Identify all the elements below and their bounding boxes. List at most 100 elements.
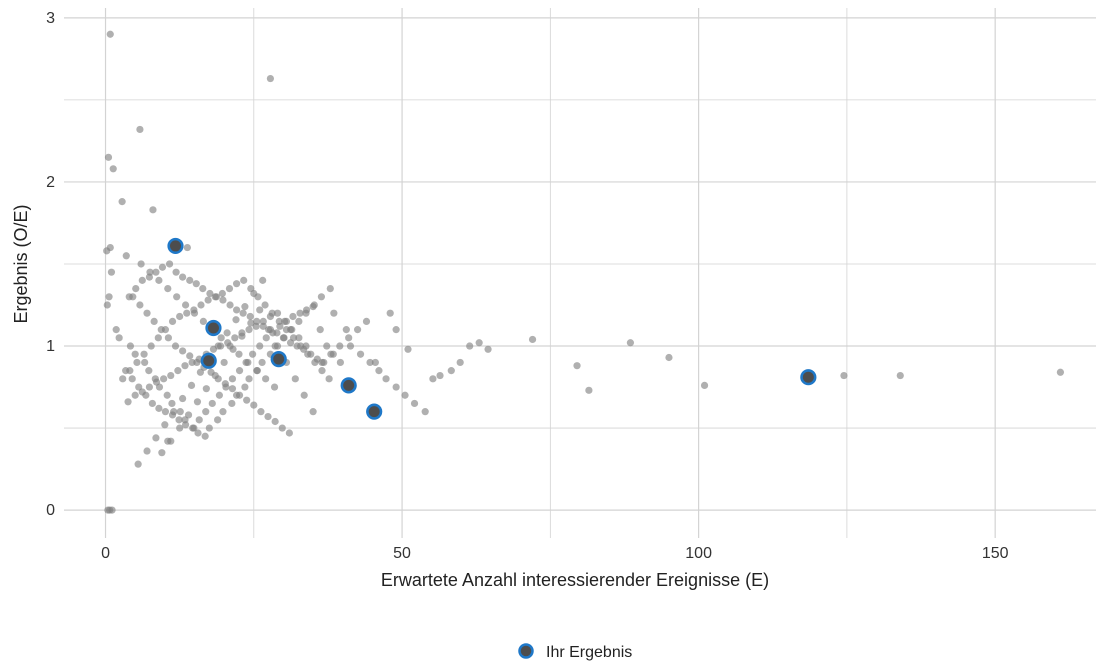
data-point <box>238 332 246 340</box>
data-point <box>201 432 209 440</box>
data-point <box>326 284 334 293</box>
data-point <box>262 334 270 342</box>
data-point <box>366 358 374 367</box>
data-point <box>401 391 409 399</box>
data-point <box>421 408 429 416</box>
data-point <box>158 263 167 271</box>
data-point <box>243 396 251 404</box>
data-point <box>202 408 210 416</box>
data-point <box>257 408 265 416</box>
data-point <box>318 367 326 375</box>
data-point <box>300 391 308 399</box>
data-point <box>285 429 293 437</box>
data-point <box>214 416 222 424</box>
data-point <box>150 317 158 326</box>
data-point <box>528 335 537 344</box>
data-point <box>241 303 249 311</box>
data-point <box>189 424 197 432</box>
data-point <box>132 284 140 293</box>
data-point <box>196 368 205 376</box>
data-point <box>271 417 279 426</box>
data-point <box>281 317 289 326</box>
x-tick-label: 100 <box>685 545 712 562</box>
data-point <box>146 268 154 276</box>
highlight-point <box>167 237 184 255</box>
data-point <box>143 309 151 317</box>
data-point <box>252 322 260 330</box>
data-point <box>199 317 207 326</box>
data-point <box>259 322 267 330</box>
background-points <box>103 30 1065 514</box>
data-point <box>253 367 261 375</box>
data-point <box>297 342 305 350</box>
data-point <box>155 404 163 412</box>
data-point <box>168 317 177 326</box>
data-point <box>392 326 400 334</box>
data-point <box>181 301 190 309</box>
data-point <box>256 342 264 350</box>
x-tick-label: 50 <box>393 545 411 562</box>
data-point <box>168 399 176 408</box>
data-point <box>249 350 257 358</box>
data-point <box>244 358 252 367</box>
data-point <box>104 506 112 514</box>
data-point <box>466 342 474 350</box>
data-point <box>115 334 123 342</box>
data-point <box>176 408 184 416</box>
data-point <box>235 367 244 375</box>
grid-lines <box>64 8 1096 538</box>
data-point <box>164 334 172 342</box>
data-point <box>155 276 163 284</box>
data-point <box>1056 368 1065 376</box>
data-point <box>138 388 146 396</box>
data-point <box>250 289 258 298</box>
data-point <box>104 153 113 161</box>
y-tick-label: 1 <box>46 338 55 355</box>
data-point <box>171 342 180 350</box>
data-point <box>175 416 183 424</box>
data-point <box>266 74 274 83</box>
highlight-point <box>340 377 357 394</box>
data-point <box>232 316 240 324</box>
data-point <box>309 303 317 311</box>
data-point <box>164 284 172 293</box>
x-tick-label: 150 <box>982 545 1009 562</box>
data-point <box>386 309 394 317</box>
data-point <box>241 383 249 391</box>
data-point <box>186 352 194 360</box>
data-point <box>235 350 243 358</box>
data-point <box>278 424 286 432</box>
data-point <box>208 399 216 408</box>
data-point <box>279 334 288 342</box>
data-point <box>173 293 181 301</box>
data-point <box>160 375 168 383</box>
data-point <box>232 306 241 314</box>
data-point <box>211 371 219 380</box>
data-point <box>259 276 267 284</box>
data-point <box>346 342 355 350</box>
data-point <box>273 309 282 317</box>
data-point <box>192 280 200 288</box>
data-point <box>246 312 254 321</box>
highlight-point <box>205 319 222 337</box>
highlight-point <box>270 351 287 368</box>
data-point <box>206 289 214 298</box>
data-point <box>136 125 144 134</box>
data-point <box>103 247 111 255</box>
data-point <box>172 268 180 276</box>
data-point <box>152 434 160 442</box>
x-tick-label: 0 <box>101 545 110 562</box>
data-point <box>353 326 362 334</box>
data-point <box>181 362 189 370</box>
data-point <box>840 371 848 380</box>
data-point <box>217 334 225 342</box>
data-point <box>404 345 412 353</box>
data-point <box>275 317 283 326</box>
data-point <box>145 383 154 391</box>
data-point <box>262 375 270 383</box>
data-point <box>105 293 113 301</box>
data-point <box>122 252 130 260</box>
data-point <box>318 358 326 367</box>
data-point <box>136 301 144 309</box>
data-point <box>143 447 151 455</box>
